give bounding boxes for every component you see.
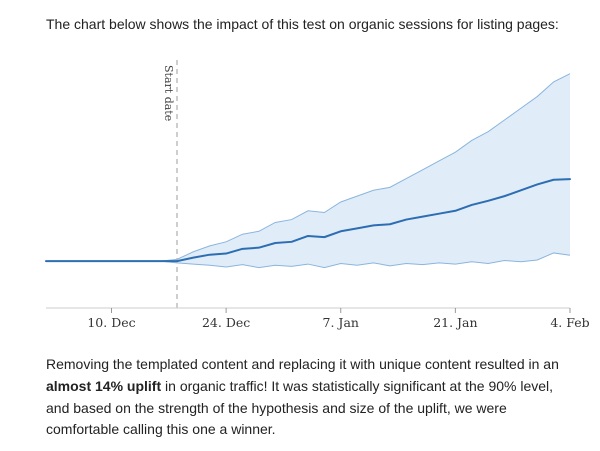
uplift-bold-text: almost 14% uplift <box>46 377 162 394</box>
x-axis-tick-label: 10. Dec <box>87 315 135 330</box>
chart: Start date 10. Dec 24. Dec 7. Jan 21. Jan 4. … <box>45 56 590 338</box>
intro-paragraph: The chart below shows the impact of this… <box>46 16 559 32</box>
x-axis-tick-label: 7. Jan <box>323 315 359 330</box>
conclusion-text-before: Removing the templated content and repla… <box>46 356 559 373</box>
uplift-chart-svg: Start date 10. Dec 24. Dec 7. Jan 21. Jan 4. … <box>45 60 590 330</box>
page: The chart below shows the impact of this… <box>45 16 590 441</box>
conclusion-text-after: in organic traffic! It was statistically… <box>46 377 554 438</box>
conclusion-paragraph: Removing the templated content and repla… <box>46 354 568 441</box>
x-axis-tick-label: 24. Dec <box>202 315 250 330</box>
confidence-band <box>46 74 570 268</box>
start-date-label: Start date <box>162 65 175 121</box>
x-axis-tick-label: 4. Feb <box>550 315 589 330</box>
mean-line <box>45 178 571 263</box>
x-axis-tick-label: 21. Jan <box>433 315 477 330</box>
